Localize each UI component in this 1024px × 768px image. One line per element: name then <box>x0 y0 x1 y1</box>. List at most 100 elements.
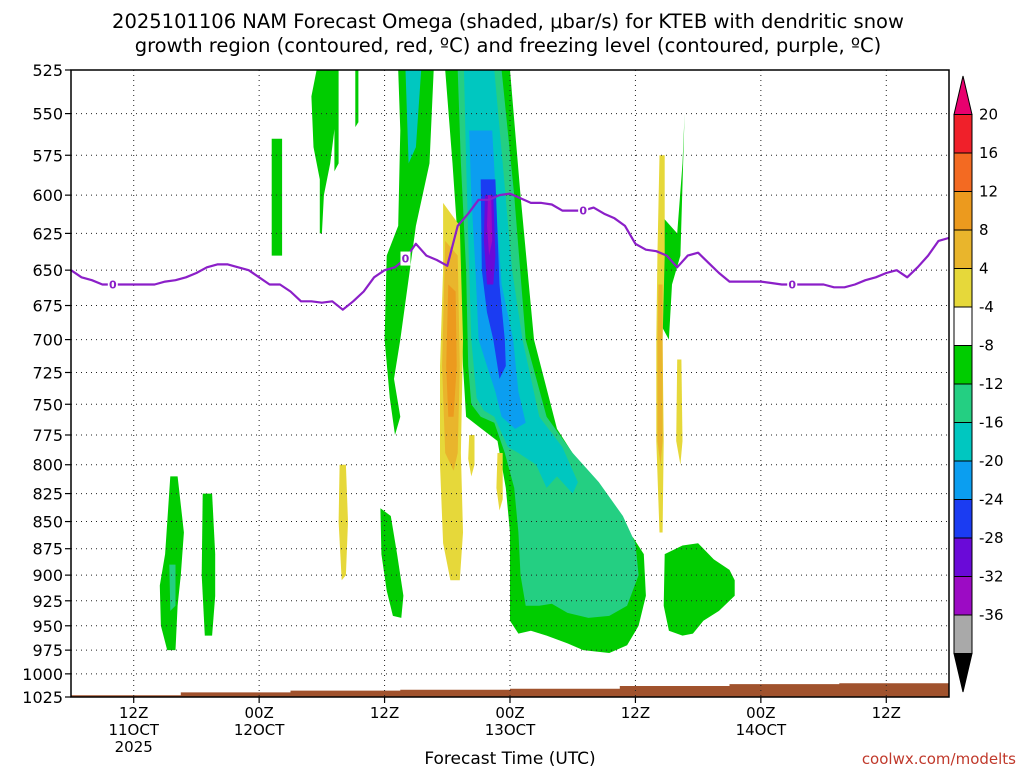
y-tick-label-675: 675 <box>32 297 63 316</box>
omega-region-12 <box>487 195 493 256</box>
colorbar-bin-0 <box>953 75 973 115</box>
colorbar-label-4: 4 <box>979 260 989 278</box>
y-tick-label-1025: 1025 <box>22 688 63 707</box>
y-tick-label-1000: 1000 <box>22 665 63 684</box>
x-tick-label-66-1: 14OCT <box>736 721 787 739</box>
colorbar-label-3: 8 <box>979 221 989 239</box>
x-tick-label-6-2: 2025 <box>115 738 153 756</box>
y-tick-label-800: 800 <box>32 456 63 475</box>
x-tick-label-30-0: 12Z <box>370 704 399 722</box>
freezing-level-label-0: 0 <box>109 278 117 291</box>
y-tick-label-700: 700 <box>32 331 63 350</box>
freezing-level-label-2: 0 <box>579 205 587 218</box>
colorbar-bin-9 <box>953 422 973 462</box>
omega-region-17 <box>496 453 503 511</box>
colorbar-bin-13 <box>953 576 973 616</box>
x-axis-title: Forecast Time (UTC) <box>424 749 595 768</box>
omega-region-20 <box>657 284 663 465</box>
colorbar: 20 16 12 8 4 -4 -8 -12 -16 -20 -24 -28 -32 -36 <box>953 75 1004 693</box>
colorbar-bin-12 <box>953 537 973 577</box>
y-tick-label-625: 625 <box>32 224 63 243</box>
chart-title-line-2: growth region (contoured, red, ºC) and f… <box>135 34 882 57</box>
omega-region-16 <box>468 435 475 477</box>
colorbar-label-5: -4 <box>979 298 994 316</box>
omega-region-18 <box>661 113 685 340</box>
freezing-level-contour: 0 0 0 0 <box>71 192 949 311</box>
omega-region-5 <box>405 70 422 164</box>
freezing-level-label-1: 0 <box>402 253 410 266</box>
colorbar-bin-8 <box>953 383 973 423</box>
colorbar-bin-11 <box>953 499 973 539</box>
omega-region-26 <box>338 464 348 581</box>
colorbar-label-7: -12 <box>979 375 1004 393</box>
colorbar-bin-14 <box>953 614 973 654</box>
colorbar-label-6: -8 <box>979 337 994 355</box>
omega-region-23 <box>159 476 184 651</box>
x-tick-label-18-1: 12OCT <box>234 721 285 739</box>
x-tick-label-54-0: 12Z <box>621 704 650 722</box>
y-tick-label-650: 650 <box>32 261 63 280</box>
colorbar-bin-15 <box>953 653 973 693</box>
colorbar-label-11: -28 <box>979 529 1004 547</box>
omega-shading <box>159 70 735 653</box>
omega-region-25 <box>201 493 216 636</box>
y-tick-label-900: 900 <box>32 566 63 585</box>
x-tick-label-18-0: 00Z <box>244 704 273 722</box>
x-tick-label-6-1: 11OCT <box>108 721 159 739</box>
colorbar-label-1: 16 <box>979 144 998 162</box>
site-credit: coolwx.com/modelts <box>862 750 1016 768</box>
omega-region-24 <box>169 564 176 611</box>
freezing-level-line <box>71 192 949 311</box>
colorbar-bin-5 <box>953 268 973 308</box>
colorbar-bin-7 <box>953 345 973 385</box>
x-tick-label-42-0: 00Z <box>495 704 524 722</box>
y-tick-label-825: 825 <box>32 485 63 504</box>
colorbar-label-8: -16 <box>979 414 1004 432</box>
omega-region-22 <box>663 543 735 636</box>
colorbar-label-10: -24 <box>979 491 1004 509</box>
omega-region-3 <box>271 138 283 256</box>
contour-label-bg-1 <box>400 251 411 266</box>
x-tick-label-66-0: 00Z <box>746 704 775 722</box>
chart-title-line-1: 2025101106 NAM Forecast Omega (shaded, μ… <box>112 10 904 33</box>
colorbar-label-13: -36 <box>979 606 1004 624</box>
y-tick-label-925: 925 <box>32 592 63 611</box>
y-tick-label-975: 975 <box>32 641 63 660</box>
y-tick-label-750: 750 <box>32 395 63 414</box>
y-axis: 525 550 575 600 625 650 675 700 725 750 775 800 825 8… <box>22 61 71 707</box>
y-tick-label-550: 550 <box>32 105 63 124</box>
contour-label-bg-3 <box>787 277 798 292</box>
y-tick-label-775: 775 <box>32 426 63 445</box>
omega-region-2 <box>355 70 359 128</box>
colorbar-bin-3 <box>953 191 973 231</box>
colorbar-label-2: 12 <box>979 183 998 201</box>
y-tick-label-875: 875 <box>32 540 63 559</box>
colorbar-bin-4 <box>953 229 973 269</box>
colorbar-bin-6 <box>953 306 973 346</box>
colorbar-label-0: 20 <box>979 106 998 124</box>
y-tick-label-600: 600 <box>32 186 63 205</box>
colorbar-bin-10 <box>953 460 973 500</box>
x-tick-label-78-0: 12Z <box>872 704 901 722</box>
y-tick-label-950: 950 <box>32 617 63 636</box>
omega-region-27 <box>380 508 404 618</box>
colorbar-bin-1 <box>953 114 973 154</box>
colorbar-label-12: -32 <box>979 568 1004 586</box>
freezing-level-label-3: 0 <box>788 278 796 291</box>
y-tick-label-725: 725 <box>32 363 63 382</box>
omega-region-0 <box>311 70 338 234</box>
x-tick-label-6-0: 12Z <box>119 704 148 722</box>
colorbar-bin-2 <box>953 152 973 192</box>
omega-region-21 <box>676 359 683 465</box>
colorbar-label-9: -20 <box>979 452 1004 470</box>
omega-region-15 <box>446 284 457 417</box>
contour-label-bg-2 <box>578 203 589 218</box>
y-tick-label-575: 575 <box>32 146 63 165</box>
y-tick-label-850: 850 <box>32 513 63 532</box>
omega-region-1 <box>334 70 339 172</box>
x-tick-label-42-1: 13OCT <box>485 721 536 739</box>
contour-label-bg-0 <box>107 277 118 292</box>
y-tick-label-525: 525 <box>32 61 63 80</box>
